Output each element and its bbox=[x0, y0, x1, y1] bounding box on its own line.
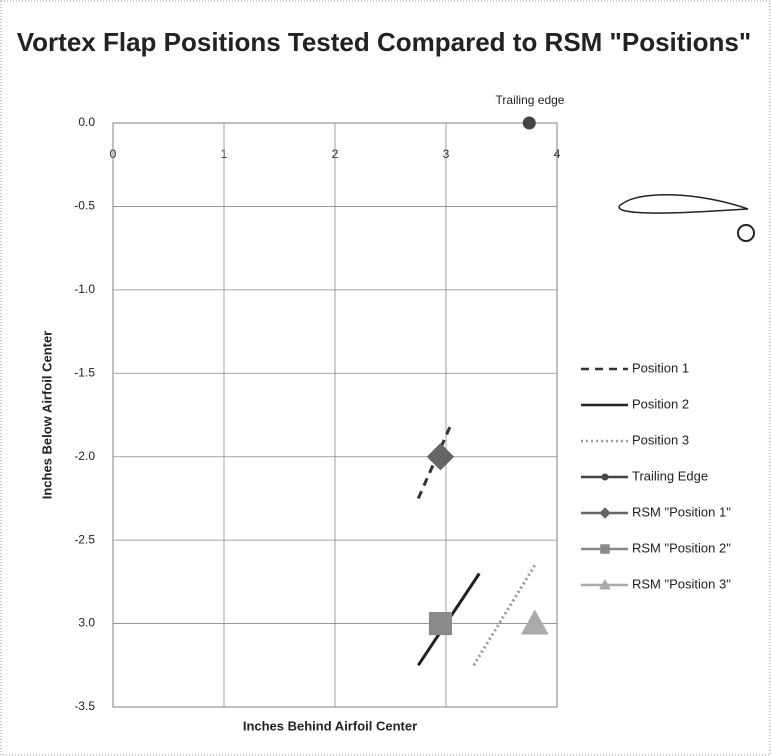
annotation: Trailing edge bbox=[496, 93, 565, 107]
legend-label: RSM "Position 2" bbox=[632, 540, 731, 555]
frame bbox=[1, 1, 770, 755]
legend-label: Position 1 bbox=[632, 360, 689, 375]
chart: Vortex Flap Positions Tested Compared to… bbox=[0, 0, 771, 756]
legend-label: Trailing Edge bbox=[632, 468, 708, 483]
y-tick-label: -3.5 bbox=[74, 699, 95, 713]
marker bbox=[429, 613, 451, 635]
legend-label: RSM "Position 3" bbox=[632, 576, 731, 591]
y-tick-label: 0.0 bbox=[78, 115, 95, 129]
y-tick-label: -1.5 bbox=[74, 365, 95, 379]
legend-label: Position 2 bbox=[632, 396, 689, 411]
y-tick-label: 3.0 bbox=[78, 616, 95, 630]
y-tick-label: -2.5 bbox=[74, 532, 95, 546]
legend-marker bbox=[601, 545, 610, 554]
legend-marker bbox=[602, 474, 608, 480]
y-tick-label: -2.0 bbox=[74, 449, 95, 463]
legend-label: Position 3 bbox=[632, 432, 689, 447]
y-axis-title: Inches Below Airfoil Center bbox=[39, 331, 54, 500]
y-tick-label: -0.5 bbox=[74, 199, 95, 213]
legend-label: RSM "Position 1" bbox=[632, 504, 731, 519]
chart-title: Vortex Flap Positions Tested Compared to… bbox=[17, 27, 751, 57]
y-tick-label: -1.0 bbox=[74, 282, 95, 296]
x-axis-title: Inches Behind Airfoil Center bbox=[243, 718, 417, 733]
marker bbox=[523, 117, 535, 129]
